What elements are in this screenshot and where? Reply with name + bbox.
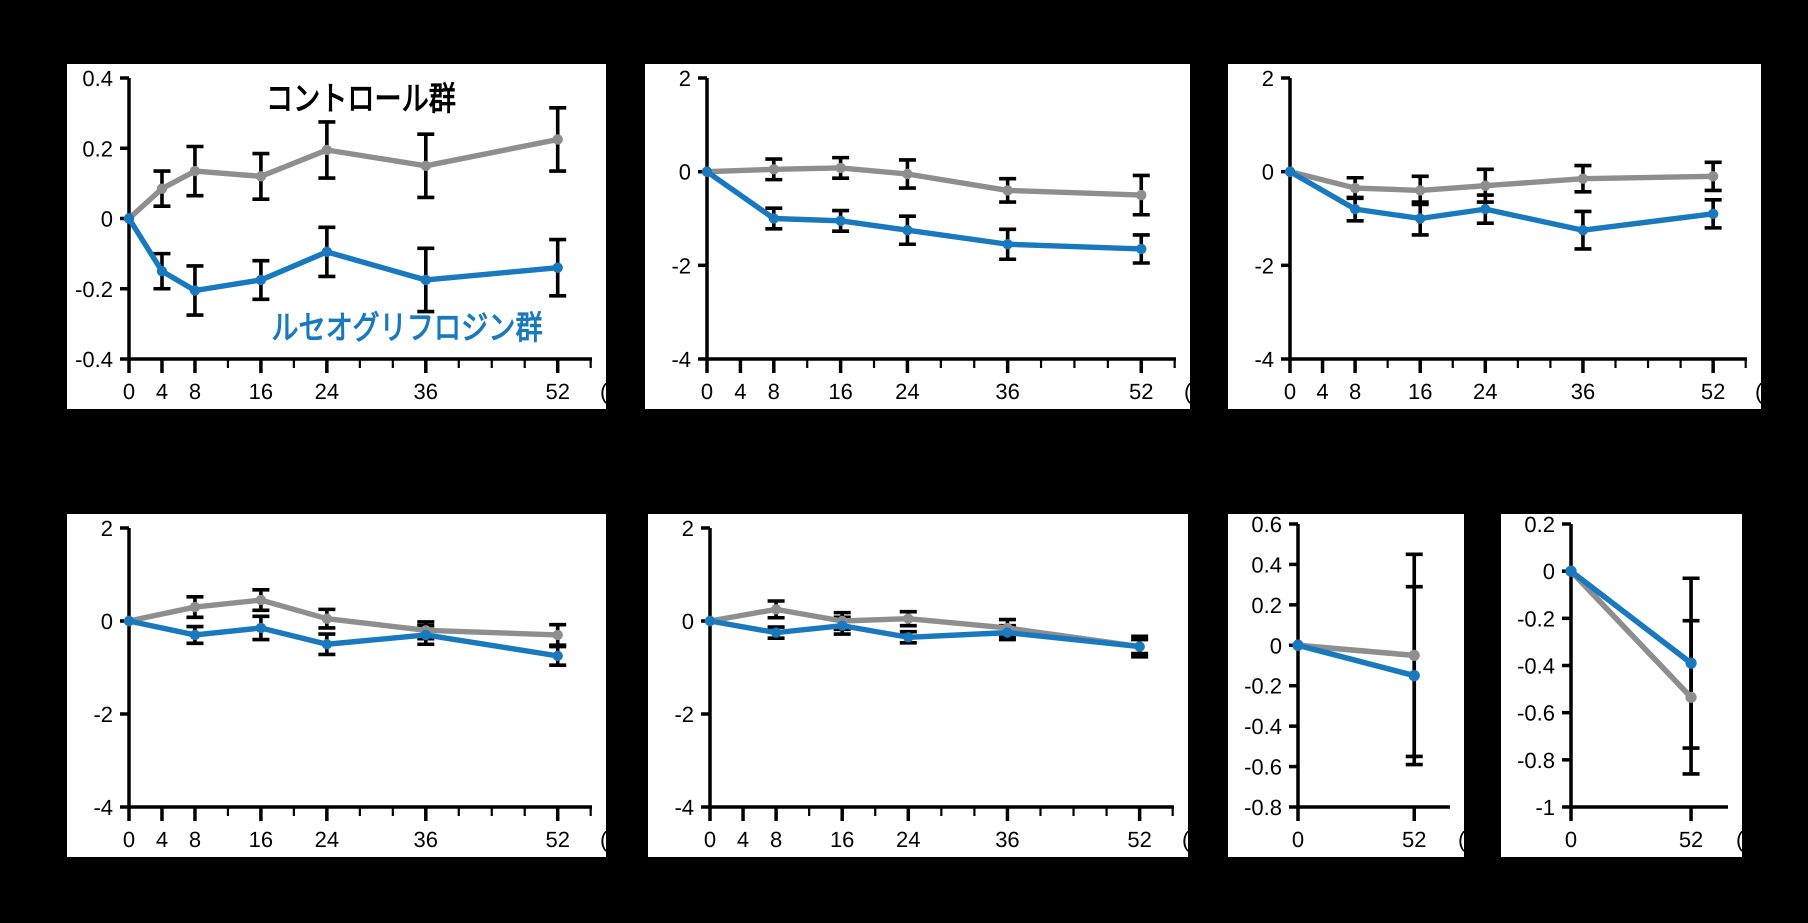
svg-text:0: 0 [1565, 827, 1577, 852]
svg-text:52: 52 [545, 379, 569, 404]
svg-text:16: 16 [249, 379, 273, 404]
svg-text:-1: -1 [1535, 795, 1555, 820]
svg-text:16: 16 [830, 827, 854, 852]
svg-text:24: 24 [315, 379, 339, 404]
svg-text:(週): (週) [1458, 827, 1464, 852]
svg-text:-0.2: -0.2 [1244, 674, 1282, 699]
svg-text:52: 52 [1679, 827, 1703, 852]
svg-text:0.6: 0.6 [1251, 514, 1282, 537]
svg-text:52: 52 [1127, 827, 1151, 852]
svg-text:8: 8 [768, 379, 780, 404]
svg-text:-0.2: -0.2 [75, 277, 113, 302]
svg-text:-0.4: -0.4 [75, 347, 113, 372]
svg-text:0: 0 [704, 827, 716, 852]
svg-text:36: 36 [414, 379, 438, 404]
svg-text:-0.8: -0.8 [1517, 748, 1555, 773]
svg-text:52: 52 [1402, 827, 1426, 852]
svg-text:52: 52 [1129, 379, 1153, 404]
svg-text:4: 4 [737, 827, 749, 852]
svg-text:0: 0 [1543, 559, 1555, 584]
svg-text:(週): (週) [1182, 827, 1188, 852]
svg-text:4: 4 [156, 827, 168, 852]
svg-text:-0.2: -0.2 [1517, 606, 1555, 631]
svg-text:2: 2 [1262, 66, 1274, 91]
svg-text:24: 24 [315, 827, 339, 852]
svg-text:16: 16 [828, 379, 852, 404]
svg-text:-0.6: -0.6 [1244, 755, 1282, 780]
svg-text:36: 36 [1571, 379, 1595, 404]
svg-text:-2: -2 [674, 702, 694, 727]
svg-text:コントロール群: コントロール群 [266, 80, 456, 117]
svg-text:-4: -4 [671, 347, 691, 372]
svg-text:4: 4 [156, 379, 168, 404]
svg-text:0: 0 [1292, 827, 1304, 852]
svg-text:(週): (週) [1184, 379, 1190, 404]
svg-text:-0.8: -0.8 [1244, 795, 1282, 820]
svg-text:0: 0 [701, 379, 713, 404]
svg-text:(週): (週) [600, 379, 606, 404]
svg-text:24: 24 [1473, 379, 1497, 404]
svg-text:(週): (週) [1755, 379, 1761, 404]
svg-text:(週): (週) [600, 827, 606, 852]
svg-text:36: 36 [995, 379, 1019, 404]
svg-text:-0.4: -0.4 [1517, 654, 1555, 679]
svg-text:2: 2 [679, 66, 691, 91]
svg-text:-4: -4 [674, 795, 694, 820]
svg-text:0.2: 0.2 [82, 136, 113, 161]
svg-text:4: 4 [1316, 379, 1328, 404]
svg-text:0: 0 [1262, 160, 1274, 185]
svg-text:36: 36 [414, 827, 438, 852]
svg-text:0.4: 0.4 [82, 66, 113, 91]
svg-text:-0.6: -0.6 [1517, 701, 1555, 726]
svg-text:(週): (週) [1736, 827, 1742, 852]
svg-text:24: 24 [895, 379, 919, 404]
svg-text:8: 8 [1349, 379, 1361, 404]
svg-text:36: 36 [995, 827, 1019, 852]
svg-text:-4: -4 [93, 795, 113, 820]
svg-text:8: 8 [770, 827, 782, 852]
svg-text:4: 4 [734, 379, 746, 404]
svg-text:-0.4: -0.4 [1244, 714, 1282, 739]
svg-text:ルセオグリフロジン群: ルセオグリフロジン群 [271, 309, 542, 346]
svg-text:0: 0 [101, 609, 113, 634]
svg-text:0.4: 0.4 [1251, 552, 1282, 577]
svg-text:0: 0 [1270, 633, 1282, 658]
svg-text:16: 16 [249, 827, 273, 852]
svg-text:0: 0 [1284, 379, 1296, 404]
svg-text:0.2: 0.2 [1251, 593, 1282, 618]
svg-text:-2: -2 [93, 702, 113, 727]
svg-text:0: 0 [682, 609, 694, 634]
svg-text:16: 16 [1408, 379, 1432, 404]
svg-text:0: 0 [123, 827, 135, 852]
svg-text:0: 0 [123, 379, 135, 404]
svg-text:8: 8 [189, 827, 201, 852]
svg-text:2: 2 [101, 516, 113, 541]
svg-text:-4: -4 [1254, 347, 1274, 372]
svg-text:24: 24 [896, 827, 920, 852]
svg-text:2: 2 [682, 516, 694, 541]
svg-text:-2: -2 [1254, 253, 1274, 278]
svg-text:0: 0 [101, 207, 113, 232]
svg-text:0: 0 [679, 160, 691, 185]
svg-text:52: 52 [1701, 379, 1725, 404]
svg-text:8: 8 [189, 379, 201, 404]
svg-text:0.2: 0.2 [1524, 514, 1555, 537]
svg-text:-2: -2 [671, 253, 691, 278]
svg-text:52: 52 [545, 827, 569, 852]
